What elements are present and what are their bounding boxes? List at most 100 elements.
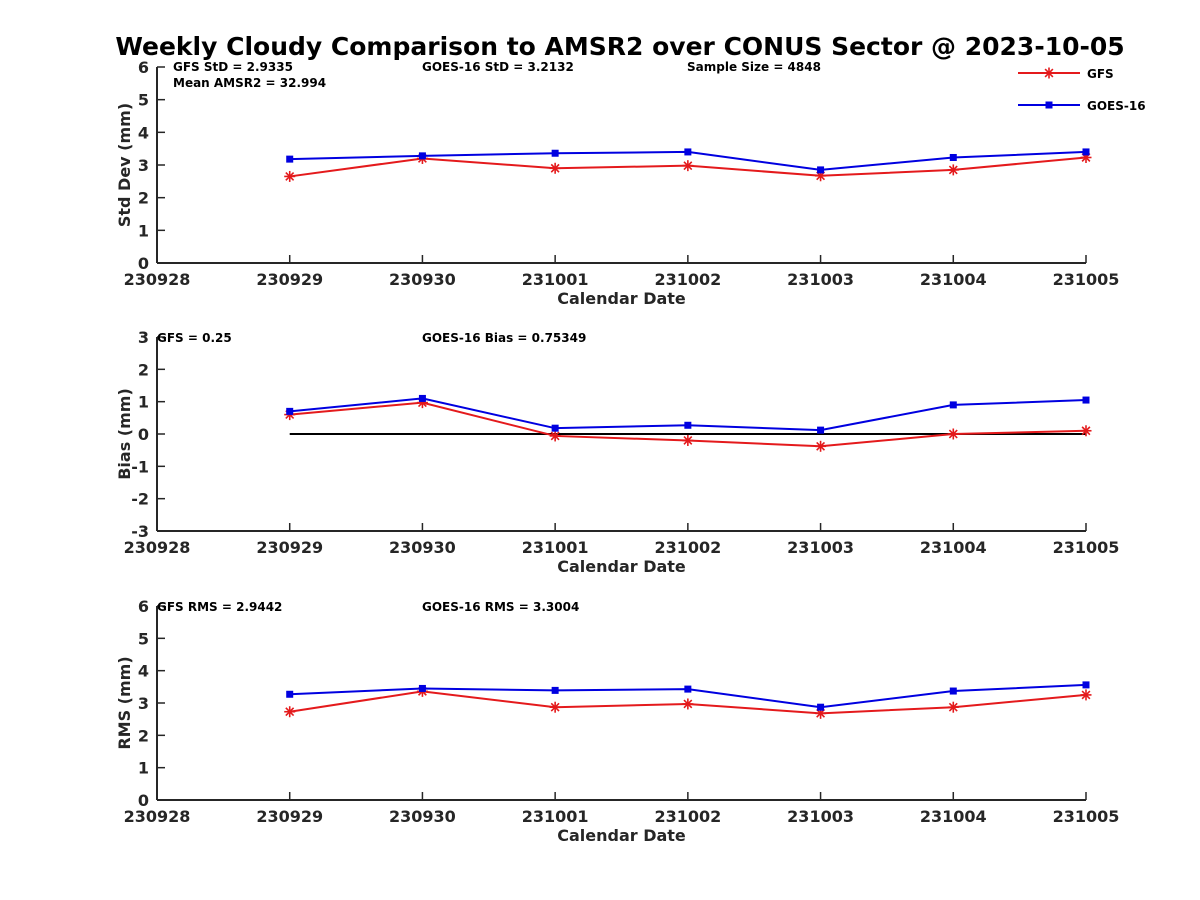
y-axis-label: Std Dev (mm) bbox=[115, 103, 134, 227]
x-tick-label: 231004 bbox=[920, 538, 987, 557]
data-point bbox=[947, 701, 959, 713]
y-axis-label: Bias (mm) bbox=[115, 388, 134, 480]
x-tick-label: 231005 bbox=[1053, 538, 1120, 557]
data-point bbox=[947, 428, 959, 440]
x-tick-label: 231003 bbox=[787, 538, 854, 557]
x-tick-label: 231004 bbox=[920, 270, 987, 289]
series-goes-16 bbox=[286, 148, 1090, 174]
y-tick-label: 0 bbox=[138, 425, 149, 444]
subplot-1: 230928 230929 230930 231001 231002 231003 2310… bbox=[115, 58, 1119, 308]
x-tick-label: 230929 bbox=[256, 807, 323, 826]
data-point bbox=[817, 703, 825, 711]
x-tick-label: 231002 bbox=[654, 270, 721, 289]
series-goes-16 bbox=[286, 681, 1090, 711]
data-point bbox=[947, 164, 959, 176]
data-point bbox=[418, 394, 426, 402]
data-point bbox=[1080, 689, 1092, 701]
data-point bbox=[684, 148, 692, 156]
x-tick-label: 231001 bbox=[522, 270, 589, 289]
series-goes-16 bbox=[286, 394, 1090, 434]
x-tick-label: 230930 bbox=[389, 538, 456, 557]
data-point bbox=[682, 434, 694, 446]
x-tick-label: 230930 bbox=[389, 807, 456, 826]
y-tick-label: 4 bbox=[138, 123, 149, 142]
stat-annotation: GFS StD = 2.9335 bbox=[173, 60, 293, 74]
data-point bbox=[286, 690, 294, 698]
data-point bbox=[549, 162, 561, 174]
x-tick-label: 231003 bbox=[787, 270, 854, 289]
legend-marker bbox=[1043, 67, 1055, 79]
stat-annotation: GOES-16 Bias = 0.75349 bbox=[422, 331, 586, 345]
stat-annotation: Mean AMSR2 = 32.994 bbox=[173, 76, 326, 90]
x-tick-label: 230929 bbox=[256, 270, 323, 289]
x-tick-label: 230929 bbox=[256, 538, 323, 557]
x-tick-label: 231002 bbox=[654, 538, 721, 557]
data-point bbox=[284, 170, 296, 182]
stat-annotation: GFS = 0.25 bbox=[157, 331, 232, 345]
stat-annotation: Sample Size = 4848 bbox=[687, 60, 821, 74]
data-point bbox=[949, 153, 957, 161]
x-tick-label: 231002 bbox=[654, 807, 721, 826]
data-point bbox=[551, 686, 559, 694]
y-tick-label: -1 bbox=[131, 457, 149, 476]
y-tick-label: 0 bbox=[138, 254, 149, 273]
y-tick-label: 0 bbox=[138, 791, 149, 810]
stat-annotation: GFS RMS = 2.9442 bbox=[157, 600, 282, 614]
legend-label: GFS bbox=[1087, 67, 1114, 81]
chart-title: Weekly Cloudy Comparison to AMSR2 over C… bbox=[115, 32, 1124, 61]
stat-annotation: GOES-16 RMS = 3.3004 bbox=[422, 600, 579, 614]
subplot-2: 230928 230929 230930 231001 231002 231003 2310… bbox=[115, 328, 1119, 576]
y-tick-label: 3 bbox=[138, 694, 149, 713]
data-point bbox=[817, 426, 825, 434]
data-point bbox=[549, 701, 561, 713]
data-point bbox=[284, 706, 296, 718]
x-tick-label: 231005 bbox=[1053, 270, 1120, 289]
data-point bbox=[549, 430, 561, 442]
y-tick-label: 1 bbox=[138, 759, 149, 778]
data-point bbox=[1082, 148, 1090, 156]
data-point bbox=[682, 160, 694, 172]
data-point bbox=[418, 684, 426, 692]
x-tick-label: 230928 bbox=[124, 538, 191, 557]
stat-annotation: GOES-16 StD = 3.2132 bbox=[422, 60, 574, 74]
legend-label: GOES-16 bbox=[1087, 99, 1146, 113]
data-point bbox=[551, 149, 559, 157]
y-tick-label: -2 bbox=[131, 490, 149, 509]
y-tick-label: 2 bbox=[138, 360, 149, 379]
data-point bbox=[551, 424, 559, 432]
y-tick-label: 2 bbox=[138, 726, 149, 745]
x-axis-label: Calendar Date bbox=[557, 289, 686, 308]
x-tick-label: 231005 bbox=[1053, 807, 1120, 826]
data-point bbox=[684, 421, 692, 429]
data-point bbox=[682, 698, 694, 710]
y-tick-label: 6 bbox=[138, 58, 149, 77]
subplots: 230928 230929 230930 231001 231002 231003 2310… bbox=[115, 58, 1119, 845]
x-tick-label: 230928 bbox=[124, 270, 191, 289]
x-tick-label: 231001 bbox=[522, 538, 589, 557]
y-tick-label: 1 bbox=[138, 221, 149, 240]
data-point bbox=[286, 407, 294, 415]
y-tick-label: 4 bbox=[138, 662, 149, 681]
x-tick-label: 230928 bbox=[124, 807, 191, 826]
data-point bbox=[1082, 681, 1090, 689]
x-tick-label: 230930 bbox=[389, 270, 456, 289]
x-tick-label: 231004 bbox=[920, 807, 987, 826]
x-tick-label: 231003 bbox=[787, 807, 854, 826]
y-axis-label: RMS (mm) bbox=[115, 656, 134, 749]
data-point bbox=[949, 687, 957, 695]
data-point bbox=[684, 685, 692, 693]
y-tick-label: 3 bbox=[138, 328, 149, 347]
y-tick-label: 3 bbox=[138, 156, 149, 175]
x-axis-label: Calendar Date bbox=[557, 826, 686, 845]
x-tick-label: 231001 bbox=[522, 807, 589, 826]
legend-entry-gfs: GFS bbox=[1018, 67, 1114, 81]
legend-entry-goes-16: GOES-16 bbox=[1018, 99, 1146, 113]
data-point bbox=[418, 152, 426, 160]
y-tick-label: 5 bbox=[138, 629, 149, 648]
data-point bbox=[949, 401, 957, 409]
x-axis-label: Calendar Date bbox=[557, 557, 686, 576]
data-point bbox=[1080, 425, 1092, 437]
y-tick-label: 1 bbox=[138, 393, 149, 412]
